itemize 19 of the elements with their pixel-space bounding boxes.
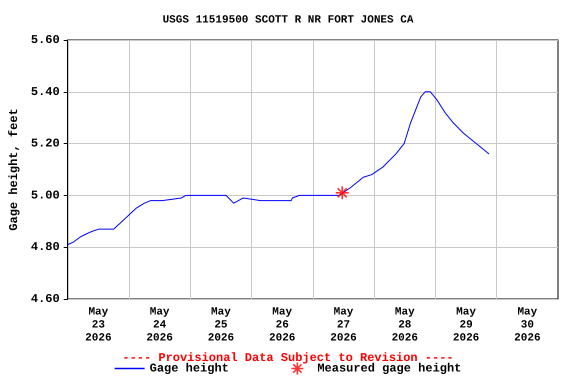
legend-label: Gage height [150,362,229,376]
legend-label: Measured gage height [317,362,462,376]
x-tick-label: May 30 2026 [514,306,541,344]
y-axis-title: Gage height, feet [7,108,21,231]
x-tick-label: May 27 2026 [330,306,357,344]
x-tick-label: May 23 2026 [85,306,112,344]
x-tick-label: May 29 2026 [452,306,480,344]
chart-title: USGS 11519500 SCOTT R NR FORT JONES CA [162,14,414,26]
x-tick-label: May 24 2026 [146,306,173,344]
y-tick-label: 5.40 [30,84,60,99]
line-series [67,91,490,246]
x-tick-label: May 25 2026 [208,306,234,344]
y-tick-label: 4.80 [30,240,60,254]
y-tick-label: 5.00 [30,188,60,202]
y-tick-label: 5.20 [30,136,60,151]
y-tick-label: 5.60 [30,33,60,47]
x-tick-label: May 26 2026 [269,306,296,344]
x-tick-label: May 28 2026 [392,306,418,344]
y-tick-label: 4.60 [30,292,60,306]
